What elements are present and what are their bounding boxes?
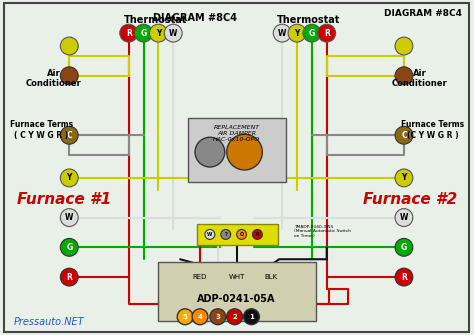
Text: 5: 5: [183, 314, 188, 320]
FancyBboxPatch shape: [4, 3, 469, 332]
Text: C: C: [66, 131, 72, 140]
Circle shape: [303, 24, 321, 42]
Circle shape: [120, 24, 137, 42]
Text: R: R: [255, 232, 259, 237]
Circle shape: [395, 126, 413, 144]
Circle shape: [395, 169, 413, 187]
Text: G: G: [140, 28, 146, 38]
Circle shape: [60, 239, 78, 256]
Circle shape: [221, 229, 231, 240]
Circle shape: [395, 37, 413, 55]
Circle shape: [395, 239, 413, 256]
Text: DIAGRAM #8C4: DIAGRAM #8C4: [384, 9, 462, 18]
Circle shape: [205, 229, 215, 240]
Text: TMADP-0340-3WS
(Manual Automatic Switch
on Timer): TMADP-0340-3WS (Manual Automatic Switch …: [294, 225, 351, 238]
Text: W: W: [400, 213, 408, 222]
Text: 1: 1: [249, 314, 254, 320]
Circle shape: [60, 268, 78, 286]
Text: Air
Conditioner: Air Conditioner: [26, 69, 82, 88]
Text: REPLACEMENT
AIR DAMPER
HAC-0x10-OPO: REPLACEMENT AIR DAMPER HAC-0x10-OPO: [213, 125, 260, 142]
Circle shape: [149, 24, 167, 42]
Circle shape: [395, 268, 413, 286]
Circle shape: [192, 309, 208, 325]
Text: ADP-0241-05A: ADP-0241-05A: [197, 294, 276, 304]
Circle shape: [288, 24, 306, 42]
Text: R: R: [401, 273, 407, 282]
Circle shape: [60, 169, 78, 187]
Circle shape: [60, 126, 78, 144]
Text: R: R: [126, 28, 132, 38]
Circle shape: [237, 229, 246, 240]
Text: Y: Y: [66, 174, 72, 183]
Text: G: G: [401, 243, 407, 252]
Text: G: G: [66, 243, 73, 252]
Text: Furnace Terms
( C Y W G R ): Furnace Terms ( C Y W G R ): [10, 120, 73, 140]
Circle shape: [210, 309, 226, 325]
Text: Thermostat: Thermostat: [277, 15, 341, 25]
Text: RED: RED: [193, 274, 207, 280]
Text: Furnace Terms
(C Y W G R ): Furnace Terms (C Y W G R ): [401, 120, 464, 140]
FancyBboxPatch shape: [158, 262, 316, 321]
Circle shape: [395, 67, 413, 85]
Text: Pressauto.NET: Pressauto.NET: [14, 317, 84, 327]
FancyBboxPatch shape: [188, 118, 286, 182]
Text: Y: Y: [294, 28, 300, 38]
Text: ?: ?: [224, 232, 227, 237]
Circle shape: [60, 209, 78, 226]
Text: C: C: [401, 131, 407, 140]
Circle shape: [244, 309, 259, 325]
Text: W: W: [278, 28, 286, 38]
Circle shape: [135, 24, 153, 42]
Text: Y: Y: [155, 28, 161, 38]
Text: DIAGRAM #8C4: DIAGRAM #8C4: [153, 13, 237, 23]
Text: W: W: [207, 232, 212, 237]
Text: 4: 4: [198, 314, 202, 320]
Circle shape: [195, 137, 225, 167]
Circle shape: [273, 24, 291, 42]
Text: Furnace #2: Furnace #2: [363, 192, 457, 207]
Circle shape: [253, 229, 262, 240]
Text: BLK: BLK: [264, 274, 278, 280]
Circle shape: [227, 134, 262, 170]
Text: Y: Y: [401, 174, 407, 183]
Text: 3: 3: [215, 314, 220, 320]
Text: WHT: WHT: [228, 274, 245, 280]
Text: W: W: [169, 28, 177, 38]
Text: O: O: [239, 232, 244, 237]
Circle shape: [60, 37, 78, 55]
Text: Furnace #1: Furnace #1: [17, 192, 111, 207]
Text: Air
Conditioner: Air Conditioner: [392, 69, 447, 88]
Circle shape: [395, 209, 413, 226]
Text: R: R: [66, 273, 72, 282]
Circle shape: [318, 24, 336, 42]
Text: W: W: [65, 213, 73, 222]
Text: R: R: [324, 28, 329, 38]
Circle shape: [60, 67, 78, 85]
Circle shape: [227, 309, 243, 325]
Circle shape: [177, 309, 193, 325]
Text: Thermostat: Thermostat: [124, 15, 187, 25]
Circle shape: [164, 24, 182, 42]
Text: 2: 2: [232, 314, 237, 320]
Text: G: G: [309, 28, 315, 38]
FancyBboxPatch shape: [197, 223, 278, 245]
